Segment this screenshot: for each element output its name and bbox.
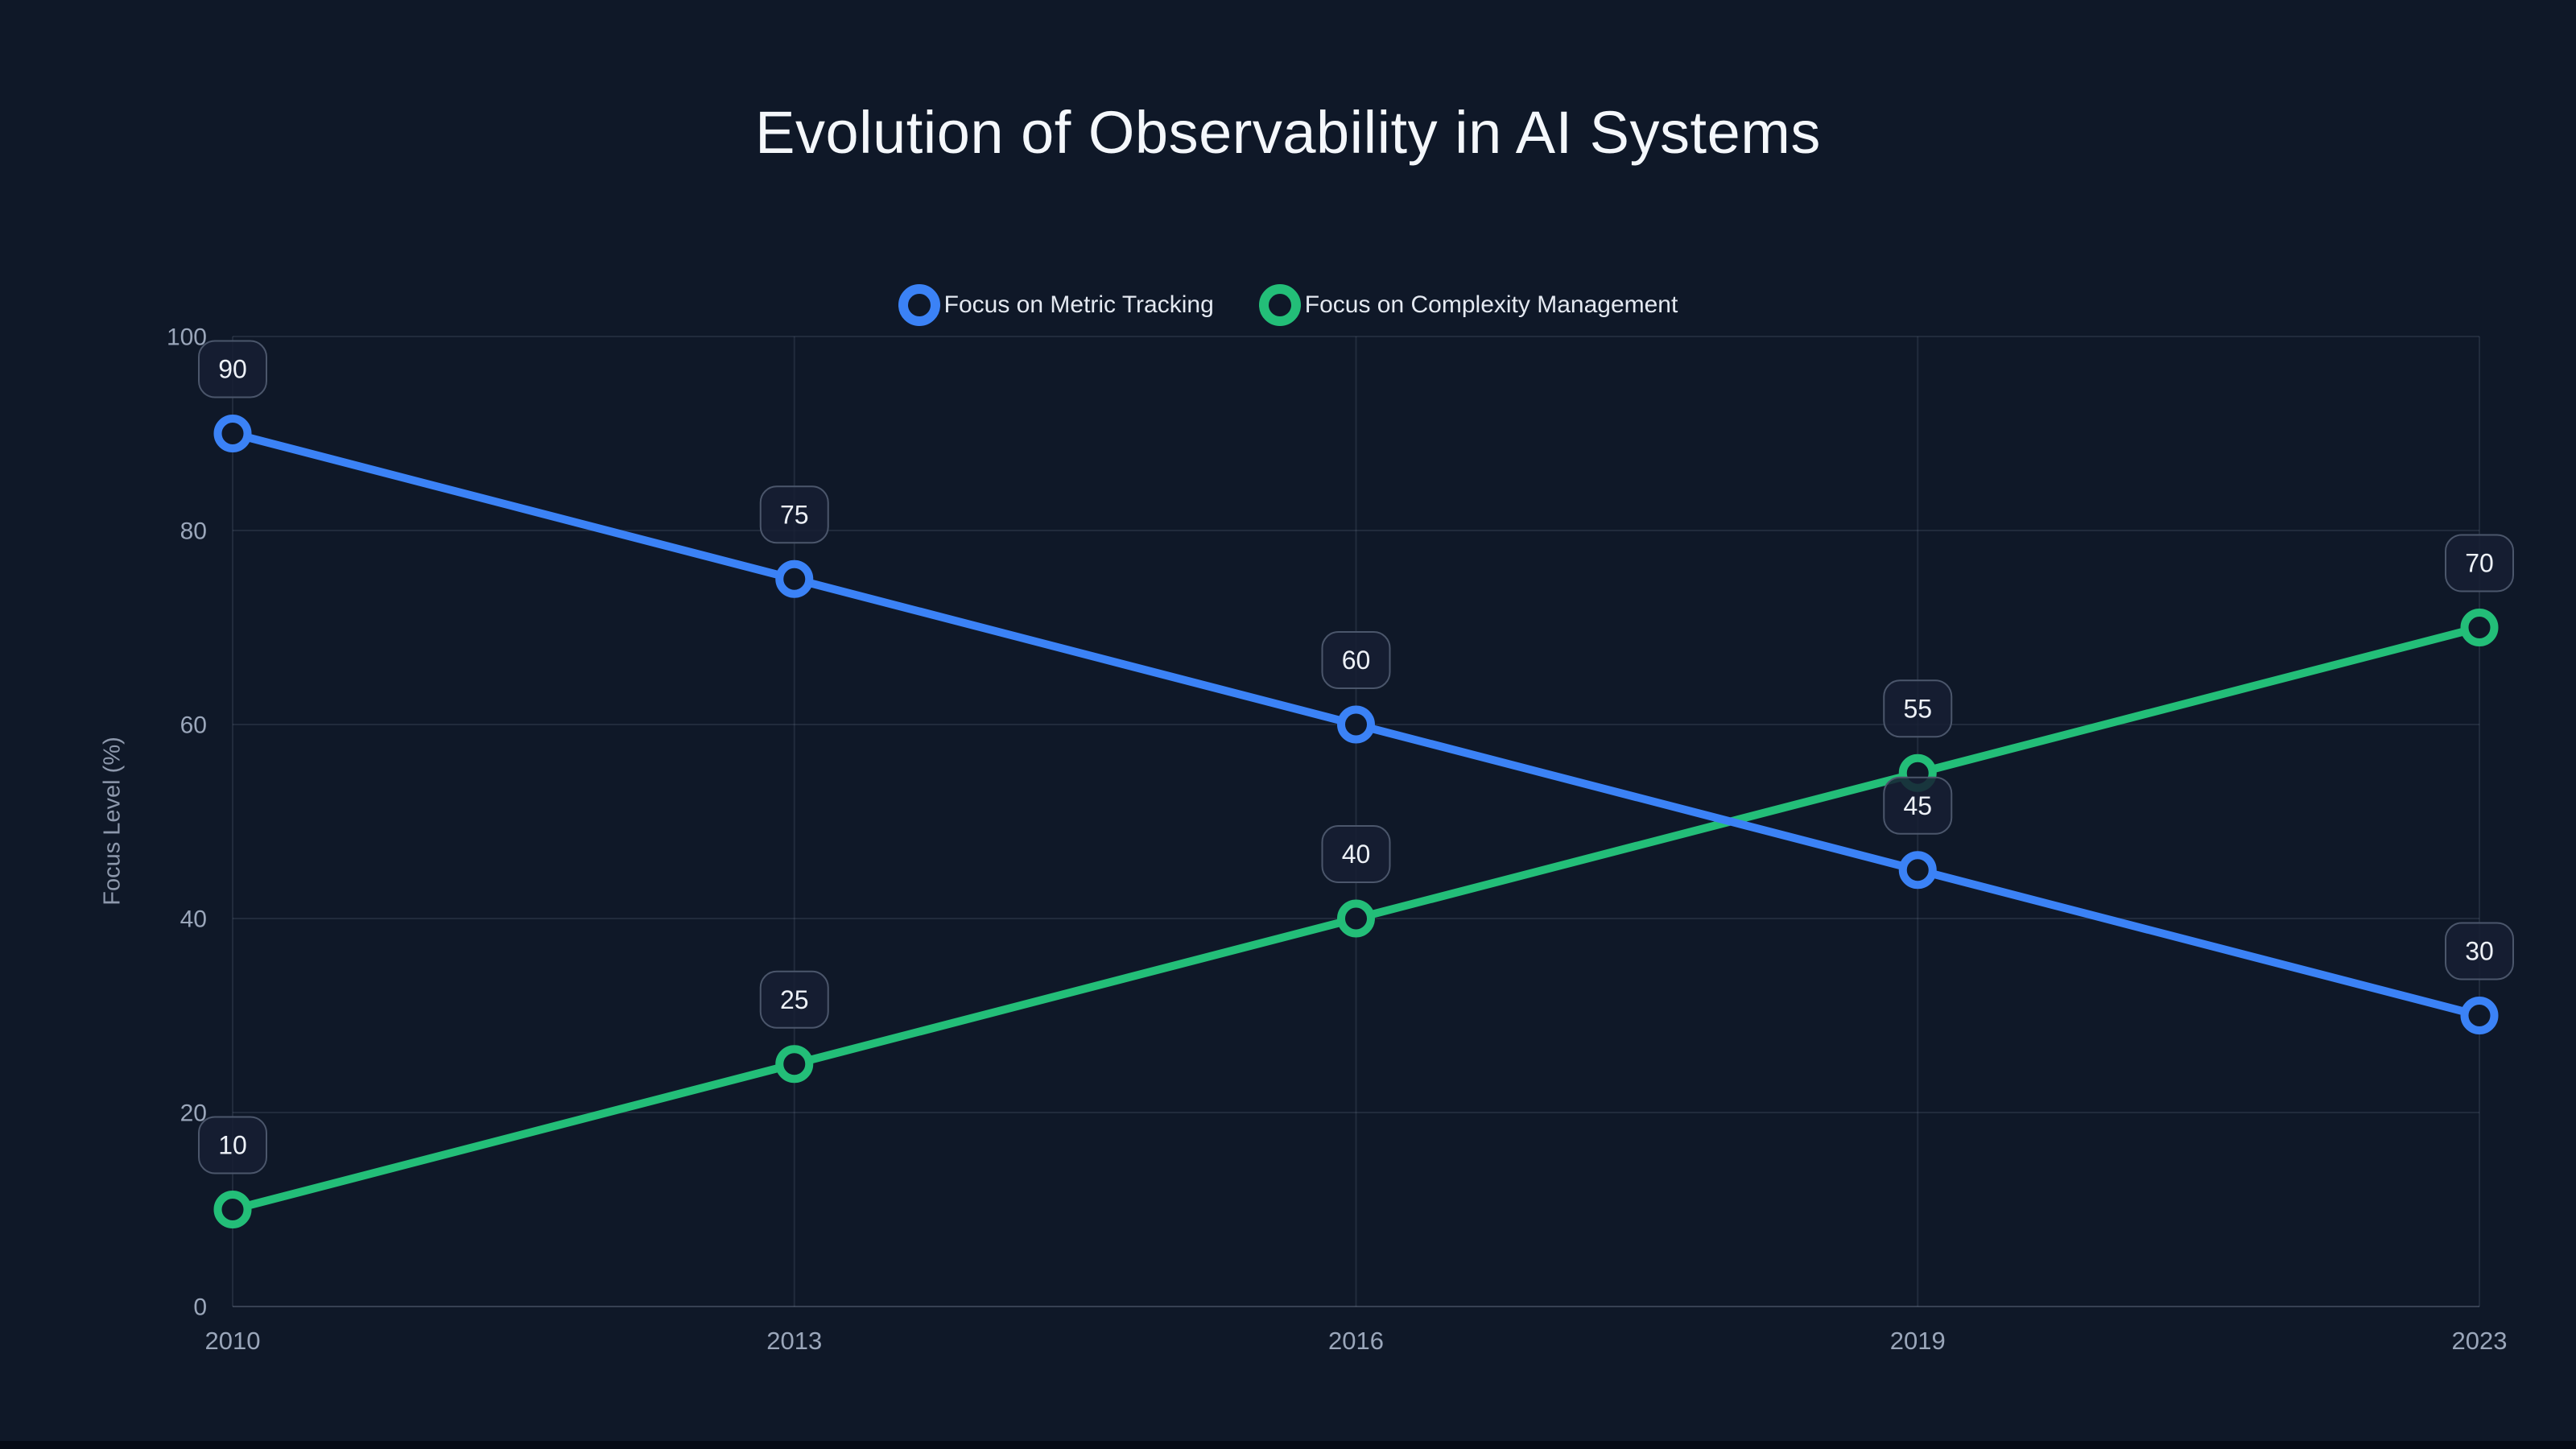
- data-point-label-badge: [2445, 922, 2514, 980]
- data-point-marker[interactable]: [1898, 851, 1937, 890]
- data-point-label: 45: [1903, 791, 1932, 820]
- data-point-label-badge: [198, 1116, 267, 1174]
- x-tick-label: 2023: [2452, 1327, 2508, 1355]
- legend-label: Focus on Metric Tracking: [943, 291, 1214, 318]
- data-point-marker[interactable]: [1337, 705, 1375, 744]
- data-point-label: 25: [780, 985, 809, 1014]
- data-point-label: 75: [780, 500, 809, 529]
- data-point-marker[interactable]: [775, 559, 814, 598]
- data-point-marker[interactable]: [213, 415, 252, 452]
- y-tick-label: 0: [193, 1294, 207, 1321]
- data-point-label: 90: [218, 355, 247, 384]
- data-point-label-badge: [2445, 534, 2514, 592]
- chart-title: Evolution of Observability in AI Systems: [755, 99, 1821, 166]
- y-tick-label: 40: [180, 906, 207, 933]
- y-tick-label: 80: [180, 518, 207, 545]
- y-tick-label: 100: [167, 324, 207, 351]
- data-point-label-badge: [1321, 631, 1391, 689]
- legend-label: Focus on Complexity Management: [1304, 291, 1678, 318]
- y-tick-label: 60: [180, 712, 207, 739]
- data-point-label: 40: [1342, 840, 1371, 869]
- data-point-marker[interactable]: [2460, 609, 2499, 646]
- data-point-label-badge: [759, 485, 829, 544]
- data-point-label: 60: [1342, 646, 1371, 675]
- legend-item-0[interactable]: Focus on Metric Tracking: [898, 284, 1214, 326]
- legend-item-1[interactable]: Focus on Complexity Management: [1258, 284, 1678, 326]
- x-tick-label: 2019: [1890, 1327, 1946, 1355]
- data-point-label: 55: [1903, 694, 1932, 723]
- x-tick-label: 2010: [205, 1327, 261, 1355]
- data-point-label: 10: [218, 1131, 247, 1160]
- data-point-label: 30: [2465, 937, 2494, 966]
- data-point-marker[interactable]: [2460, 997, 2499, 1034]
- footer-bar: [0, 1441, 2576, 1449]
- data-point-label-badge: [1883, 679, 1953, 738]
- x-tick-label: 2013: [766, 1327, 822, 1355]
- data-point-marker[interactable]: [775, 1045, 814, 1084]
- data-point-label: 70: [2465, 549, 2494, 578]
- legend: Focus on Metric Tracking Focus on Complex…: [0, 284, 2576, 326]
- data-point-label-badge: [1321, 825, 1391, 883]
- data-point-label-badge: [1883, 776, 1953, 835]
- x-tick-label: 2016: [1328, 1327, 1384, 1355]
- data-point-marker[interactable]: [1337, 899, 1375, 938]
- data-point-label-badge: [198, 340, 267, 398]
- data-point-label-badge: [759, 970, 829, 1029]
- data-point-marker[interactable]: [213, 1191, 252, 1228]
